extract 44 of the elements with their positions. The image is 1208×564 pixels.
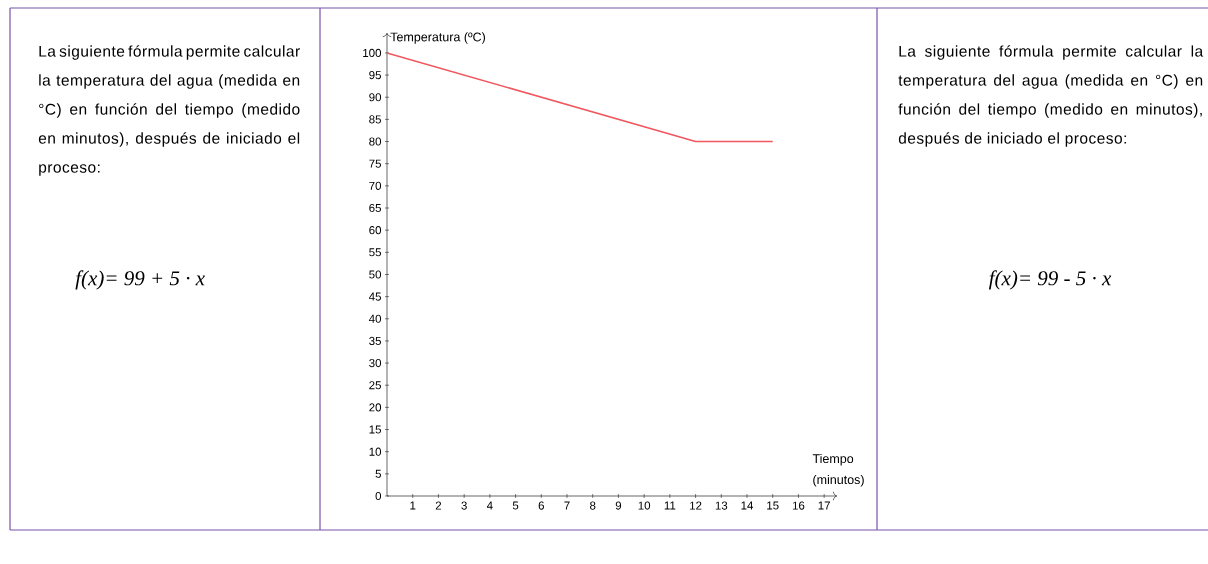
y-tick-label: 25 [369, 381, 381, 390]
text: La siguiente fórmula permite calcular la temperatura del agua (medida en °C) en función del tiempo (medido en minutos), después de iniciado el proceso: [898, 45, 1204, 147]
text: f(x)= 99 + 5 · x [75, 270, 205, 290]
x-tick-label: 17 [818, 501, 830, 510]
y-tick-label: 50 [369, 270, 382, 279]
y-tick-label: 45 [368, 292, 381, 301]
x-tick-label: 8 [590, 501, 596, 510]
y-tick-label: 70 [369, 181, 382, 190]
y-tick-label: 65 [369, 203, 381, 213]
y-tick-label: 5 [375, 469, 381, 478]
y-tick-label: 60 [369, 226, 382, 235]
x-tick-label: 9 [615, 501, 622, 510]
y-tick-label: 100 [363, 48, 382, 57]
x-tick-label: 5 [512, 501, 519, 510]
y-tick-label: 55 [369, 248, 381, 257]
x-tick-label: 2 [435, 501, 442, 510]
x-tick-label: 11 [664, 501, 676, 510]
x-tick-label: 3 [461, 501, 467, 510]
y-tick-label: 30 [369, 359, 382, 368]
text: f(x)= 99 - 5 · x [988, 270, 1112, 290]
y-tick-label: 15 [369, 425, 381, 434]
x-tick-label: 10 [638, 501, 651, 510]
x-tick-label: 12 [690, 501, 702, 510]
x-tick-label: 4 [486, 501, 493, 510]
y-tick-label: 10 [369, 447, 382, 456]
x-tick-label: 15 [767, 501, 779, 510]
y-tick-label: 35 [369, 336, 381, 345]
x-tick-label: 6 [538, 501, 544, 510]
y-tick-label: 80 [369, 137, 382, 146]
y-tick-label: 90 [369, 93, 382, 102]
x-tick-label: 16 [792, 501, 805, 510]
y-tick-label: 20 [369, 403, 382, 412]
y-axis-title: Temperatura (ºC) [390, 32, 485, 44]
x-tick-label: 1 [410, 501, 416, 510]
y-tick-label: 40 [368, 314, 382, 323]
y-tick-label: 85 [369, 115, 381, 124]
y-tick-label: 95 [369, 71, 381, 80]
text: La siguiente fórmula permite calcular la temperatura del agua (medida en °C) en función del tiempo (medido en minutos), después de iniciado el proceso: [38, 45, 300, 176]
y-tick-label: 0 [375, 491, 382, 501]
x-tick-label: 13 [715, 501, 728, 510]
y-tick-label: 75 [369, 159, 381, 168]
x-axis-title: Tiempo (minutos) [812, 453, 864, 487]
x-tick-label: 14 [741, 501, 754, 510]
x-tick-label: 7 [564, 501, 570, 510]
